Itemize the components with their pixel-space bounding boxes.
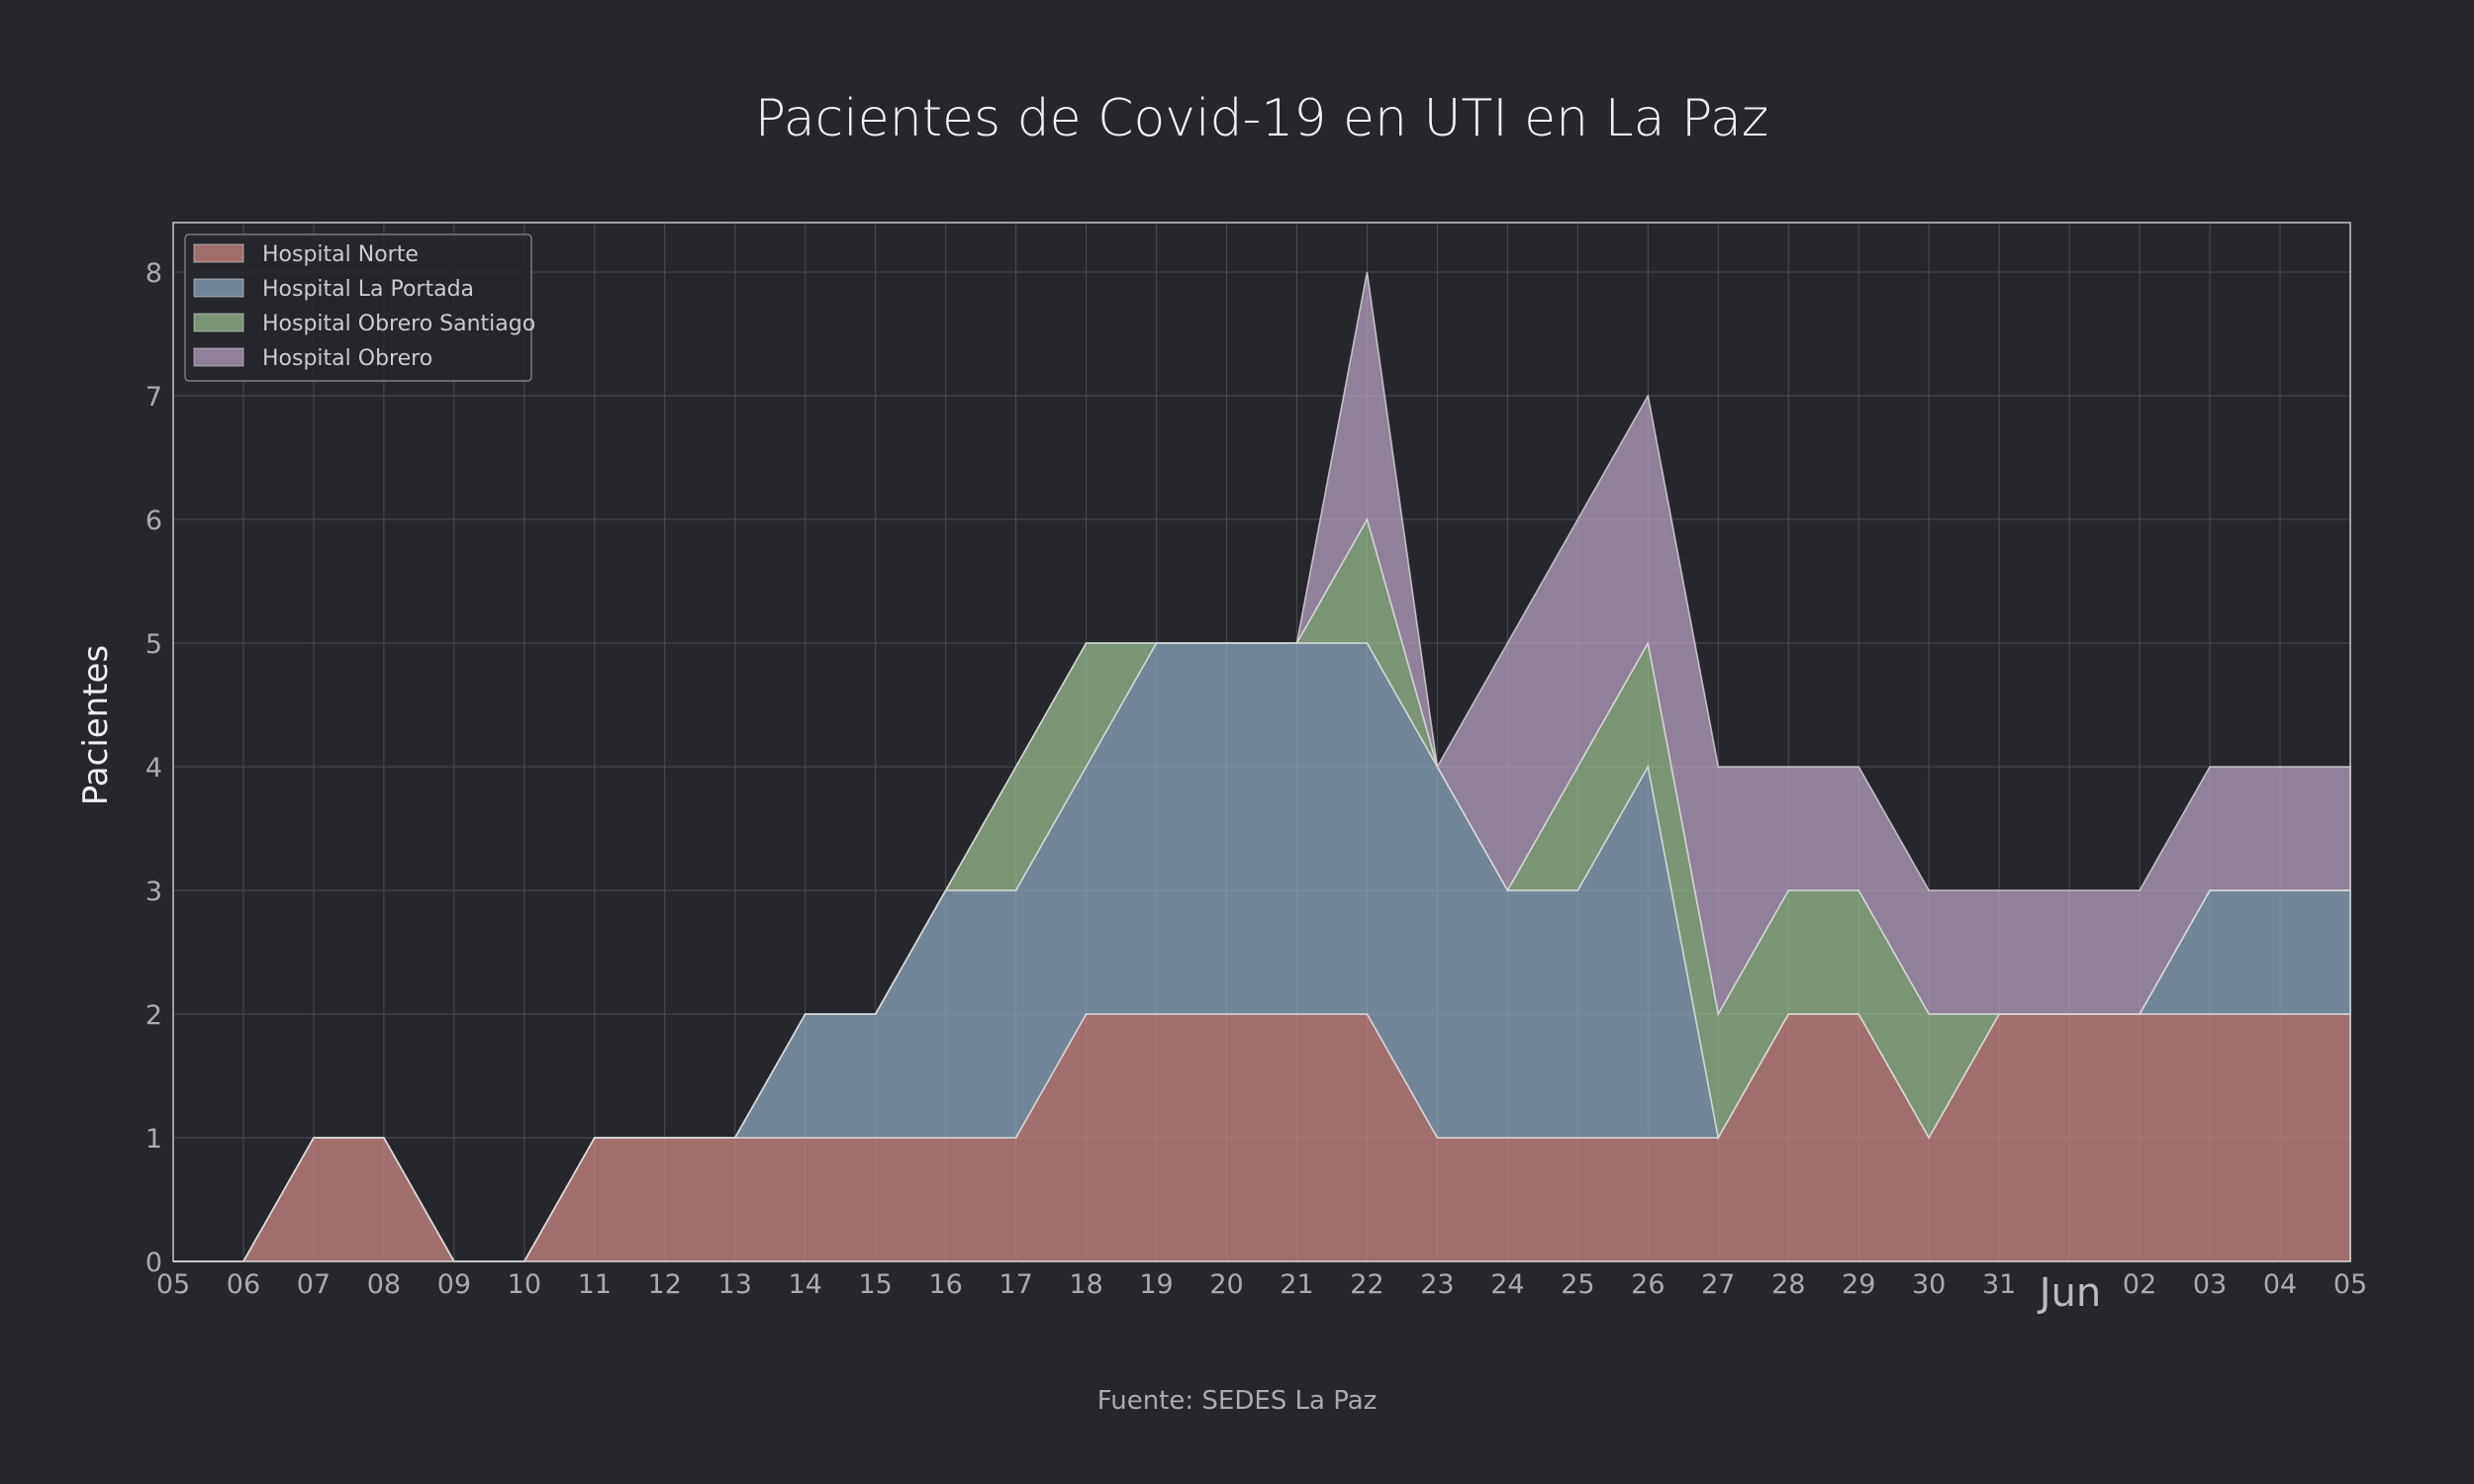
- y-tick-label: 4: [145, 753, 162, 784]
- x-tick-label: 17: [999, 1269, 1032, 1300]
- x-tick-label: 04: [2263, 1269, 2297, 1300]
- legend-swatch: [193, 347, 244, 367]
- x-tick-label: 14: [789, 1269, 822, 1300]
- x-tick-label: 29: [1842, 1269, 1875, 1300]
- y-tick-label: 0: [145, 1248, 162, 1278]
- legend-box: [184, 233, 532, 382]
- x-tick-label: 05: [156, 1269, 190, 1300]
- x-tick-label: 23: [1420, 1269, 1454, 1300]
- x-tick-label: 02: [2123, 1269, 2156, 1300]
- legend-label: Hospital Norte: [262, 242, 419, 267]
- legend[interactable]: Hospital Norte Hospital La Portada Hospita…: [184, 233, 535, 382]
- x-tick-label: 26: [1631, 1269, 1665, 1300]
- x-tick-label: 12: [648, 1269, 682, 1300]
- x-tick-label: 10: [508, 1269, 541, 1300]
- y-tick-label: 3: [145, 877, 162, 907]
- x-tick-label: 13: [718, 1269, 752, 1300]
- x-tick-label: 08: [367, 1269, 401, 1300]
- legend-label: Hospital Obrero Santiago: [262, 312, 535, 336]
- month-label: Jun: [2037, 1270, 2102, 1316]
- legend-item[interactable]: Hospital La Portada: [193, 277, 474, 302]
- x-tick-label: 22: [1350, 1269, 1383, 1300]
- x-tick-label: 03: [2193, 1269, 2227, 1300]
- x-tick-label: 06: [227, 1269, 260, 1300]
- x-tick-label: 27: [1701, 1269, 1735, 1300]
- x-tick-label: 30: [1912, 1269, 1946, 1300]
- legend-item[interactable]: Hospital Obrero Santiago: [193, 312, 535, 336]
- x-tick-label: 11: [578, 1269, 612, 1300]
- legend-label: Hospital Obrero: [262, 346, 432, 371]
- legend-swatch: [193, 278, 244, 298]
- legend-item[interactable]: Hospital Norte: [193, 242, 419, 267]
- y-tick-label: 6: [145, 506, 162, 536]
- legend-label: Hospital La Portada: [262, 277, 474, 302]
- x-tick-label: 18: [1069, 1269, 1102, 1300]
- y-tick-label: 8: [145, 258, 162, 289]
- chart-title: Pacientes de Covid-19 en UTI en La Paz: [755, 89, 1768, 148]
- x-tick-label: 31: [1982, 1269, 2016, 1300]
- x-tick-label: 25: [1561, 1269, 1594, 1300]
- x-tick-label: 15: [858, 1269, 892, 1300]
- legend-item[interactable]: Hospital Obrero: [193, 346, 432, 371]
- y-axis-label: Pacientes: [76, 645, 116, 805]
- y-tick-label: 7: [145, 382, 162, 413]
- y-axis-ticks: 0 1 2 3 4 5 6 7 8: [145, 258, 162, 1278]
- legend-swatch: [193, 243, 244, 263]
- x-axis-ticks: 05 06 07 08 09 10 11 12 13 14 15 16 17 18 19 20 21 22 23 24…: [156, 1269, 2367, 1300]
- x-tick-label: 19: [1139, 1269, 1173, 1300]
- x-tick-label: 24: [1490, 1269, 1524, 1300]
- x-tick-label: 21: [1280, 1269, 1313, 1300]
- x-tick-label: 05: [2333, 1269, 2367, 1300]
- x-tick-label: 20: [1209, 1269, 1243, 1300]
- x-tick-label: 16: [928, 1269, 962, 1300]
- y-tick-label: 2: [145, 1000, 162, 1031]
- y-tick-label: 1: [145, 1124, 162, 1155]
- y-tick-label: 5: [145, 629, 162, 660]
- x-tick-label: 07: [297, 1269, 331, 1300]
- x-tick-label: 28: [1771, 1269, 1805, 1300]
- source-note: Fuente: SEDES La Paz: [1097, 1386, 1378, 1416]
- plot-frame: [172, 222, 2351, 1262]
- legend-swatch: [193, 313, 244, 332]
- x-tick-label: 09: [437, 1269, 471, 1300]
